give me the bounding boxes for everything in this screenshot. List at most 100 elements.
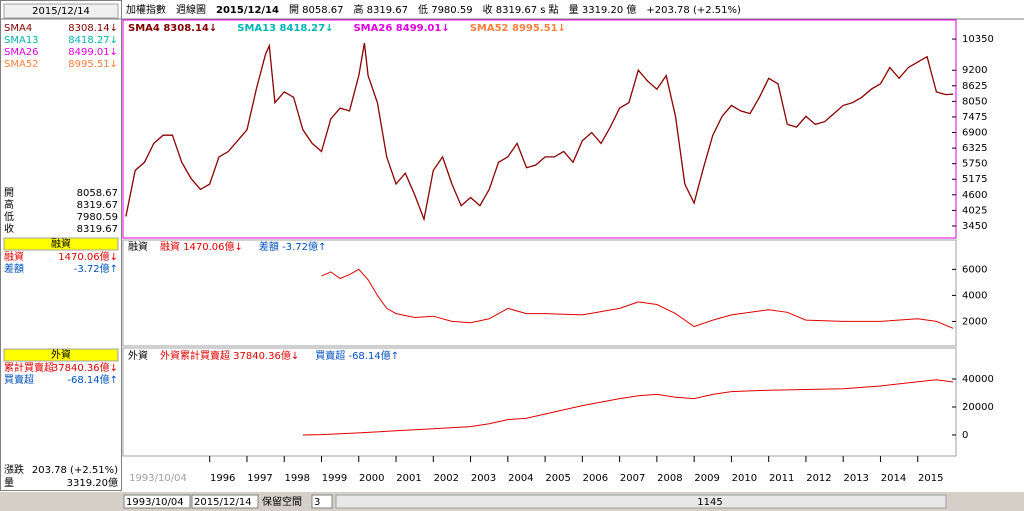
x-tick-label: 2006 bbox=[583, 473, 608, 484]
sma-value: 8418.27↓ bbox=[68, 35, 118, 46]
ohlc-label: 低 bbox=[4, 210, 14, 223]
legend-entry: SMA52 8995.51↓ bbox=[470, 23, 566, 34]
y-tick-label: 6325 bbox=[962, 143, 987, 154]
y-tick-label: 40000 bbox=[962, 374, 994, 385]
foreign-row-label: 買賣超 bbox=[4, 373, 34, 386]
series-line bbox=[125, 42, 954, 222]
reserve-value: 3 bbox=[314, 497, 320, 508]
foreign-row-label: 累計買賣超 bbox=[4, 361, 54, 374]
legend-entry: SMA26 8499.01↓ bbox=[353, 23, 449, 34]
header-item: 收 8319.67 s 點 bbox=[483, 3, 559, 16]
reserve-label: 保留空間 bbox=[262, 495, 302, 508]
sma-name: SMA26 bbox=[4, 47, 39, 58]
legend-entry: SMA4 8308.14↓ bbox=[128, 23, 217, 34]
y-tick-label: 5175 bbox=[962, 174, 987, 185]
x-tick-label: 2015 bbox=[918, 473, 943, 484]
x-tick-label: 1996 bbox=[210, 473, 235, 484]
margin-title: 融資 bbox=[51, 238, 71, 250]
foreign-row-value: 37840.36億↓ bbox=[52, 361, 118, 374]
from-field[interactable] bbox=[123, 494, 191, 509]
series-line bbox=[302, 379, 954, 436]
y-tick-label: 5750 bbox=[962, 159, 987, 170]
header-item: +203.78 (+2.51%) bbox=[646, 5, 741, 16]
header-item: 量 3319.20 億 bbox=[569, 3, 637, 16]
x-tick-label: 2004 bbox=[508, 473, 533, 484]
x-tick-label: 2011 bbox=[769, 473, 794, 484]
sma-name: SMA13 bbox=[4, 35, 39, 46]
foreign-header bbox=[3, 348, 119, 362]
legend-entry: SMA13 8418.27↓ bbox=[237, 23, 333, 34]
ohlc-value: 8058.67 bbox=[77, 188, 118, 199]
main-panel bbox=[122, 19, 957, 239]
legend-entry: 融資 1470.06億↓ bbox=[160, 240, 243, 253]
scrollbar[interactable] bbox=[335, 494, 947, 509]
summary-value: 3319.20億 bbox=[67, 476, 118, 489]
y-tick-label: 3450 bbox=[962, 221, 987, 232]
x-tick-label: 2009 bbox=[694, 473, 719, 484]
y-tick-label: 6000 bbox=[962, 264, 987, 275]
header-item: 低 7980.59 bbox=[418, 3, 473, 16]
header-item: 加權指數 bbox=[126, 3, 166, 16]
sma-value: 8308.14↓ bbox=[68, 23, 118, 34]
legend-entry: 買賣超 -68.14億↑ bbox=[315, 349, 399, 362]
header-item: 2015/12/14 bbox=[216, 5, 279, 16]
y-tick-label: 2000 bbox=[962, 316, 987, 327]
x-tick-label: 2014 bbox=[881, 473, 906, 484]
sma-name: SMA4 bbox=[4, 23, 32, 34]
y-tick-label: 7475 bbox=[962, 112, 987, 123]
ohlc-label: 高 bbox=[4, 198, 14, 211]
summary-label: 量 bbox=[4, 477, 14, 489]
margin-panel bbox=[122, 239, 957, 347]
x-tick-label: 1999 bbox=[322, 473, 347, 484]
foreign-panel bbox=[122, 347, 957, 457]
sidebar-date: 2015/12/14 bbox=[32, 6, 90, 17]
x-tick-label: 2008 bbox=[657, 473, 682, 484]
ohlc-value: 8319.67 bbox=[77, 200, 118, 211]
y-tick-label: 0 bbox=[962, 430, 968, 441]
series-line bbox=[321, 268, 954, 329]
margin-row-value: -3.72億↑ bbox=[74, 262, 118, 275]
y-tick-label: 4600 bbox=[962, 190, 987, 201]
panel-title: 融資 bbox=[128, 241, 148, 253]
x-tick-label: 2002 bbox=[434, 473, 459, 484]
header-item: 開 8058.67 bbox=[289, 4, 344, 16]
margin-row-label: 差額 bbox=[4, 262, 24, 275]
to-date: 2015/12/14 bbox=[194, 497, 252, 508]
y-tick-label: 8050 bbox=[962, 96, 987, 107]
y-tick-label: 9200 bbox=[962, 65, 987, 76]
summary-value: 203.78 (+2.51%) bbox=[32, 465, 118, 476]
legend-entry: 外資累計買賣超 37840.36億↓ bbox=[160, 349, 299, 362]
x-tick-label: 2010 bbox=[732, 473, 757, 484]
foreign-row-value: -68.14億↑ bbox=[67, 373, 118, 386]
y-tick-label: 4025 bbox=[962, 205, 987, 216]
y-tick-label: 10350 bbox=[962, 34, 994, 45]
ohlc-value: 7980.59 bbox=[77, 212, 118, 223]
ohlc-label: 開 bbox=[4, 187, 14, 199]
x-tick-label: 2003 bbox=[471, 473, 496, 484]
ohlc-value: 8319.67 bbox=[77, 224, 118, 235]
sma-value: 8995.51↓ bbox=[68, 59, 118, 70]
x-tick-label: 2000 bbox=[359, 473, 384, 484]
y-tick-label: 4000 bbox=[962, 290, 987, 301]
sma-value: 8499.01↓ bbox=[68, 47, 118, 58]
margin-row-label: 融資 bbox=[4, 251, 24, 263]
x-tick-label: 2012 bbox=[806, 473, 831, 484]
summary-label: 漲跌 bbox=[4, 463, 24, 476]
header-item: 週線圖 bbox=[176, 3, 206, 16]
to-field[interactable] bbox=[191, 494, 259, 509]
sma-name: SMA52 bbox=[4, 59, 39, 70]
y-tick-label: 20000 bbox=[962, 402, 994, 413]
margin-header bbox=[3, 237, 119, 251]
y-tick-label: 8625 bbox=[962, 81, 987, 92]
x-tick-label: 2007 bbox=[620, 473, 645, 484]
y-tick-label: 6900 bbox=[962, 128, 987, 139]
reserve-field[interactable] bbox=[311, 494, 333, 509]
margin-row-value: 1470.06億↓ bbox=[58, 250, 118, 263]
x-tick-label: 2013 bbox=[843, 473, 868, 484]
from-date: 1993/10/04 bbox=[126, 497, 184, 508]
panel-title: 外資 bbox=[128, 350, 148, 362]
x-tick-label: 1997 bbox=[247, 473, 272, 484]
header-item: 高 8319.67 bbox=[354, 3, 409, 16]
